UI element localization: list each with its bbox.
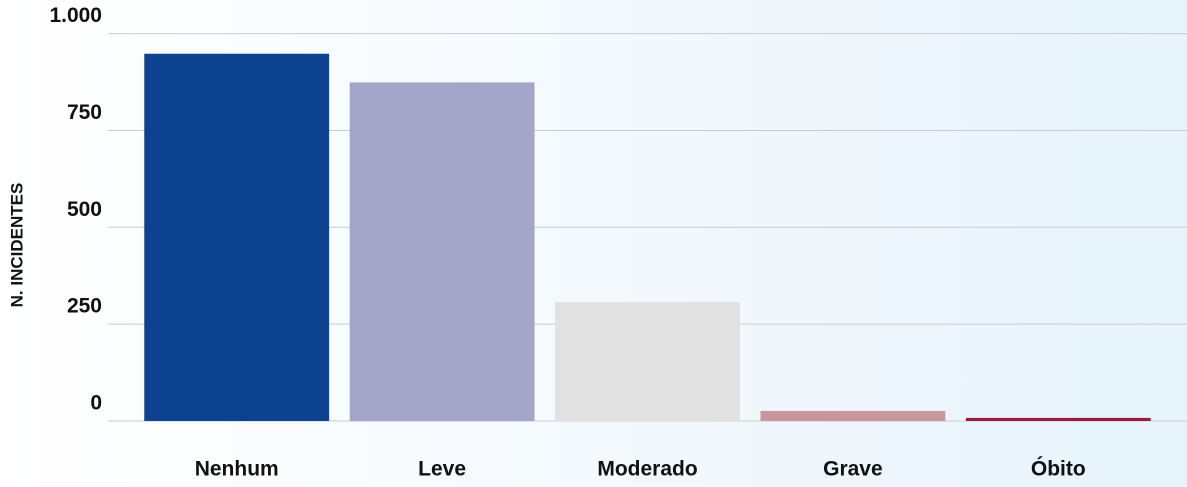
bar: [555, 302, 740, 421]
x-tick-label: Leve: [418, 458, 466, 481]
y-tick-label: 1.000: [49, 4, 102, 27]
y-tick-label: 750: [67, 101, 102, 124]
y-tick-label: 0: [90, 392, 102, 415]
x-tick-label: Nenhum: [195, 458, 279, 481]
bar: [144, 53, 330, 421]
y-tick-label: 500: [67, 198, 102, 221]
bar: [760, 410, 946, 421]
bar: [349, 82, 535, 421]
bar: [965, 417, 1151, 421]
x-tick-label: Grave: [823, 458, 883, 481]
x-tick-label: Moderado: [597, 458, 697, 481]
y-tick-label: 250: [67, 295, 102, 318]
y-axis-label: N. INCIDENTES: [7, 183, 26, 308]
x-tick-label: Óbito: [1031, 457, 1086, 481]
